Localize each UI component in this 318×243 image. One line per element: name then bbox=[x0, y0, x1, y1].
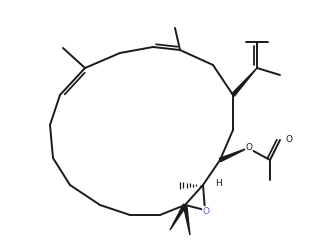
Text: H: H bbox=[215, 180, 222, 189]
Polygon shape bbox=[183, 205, 190, 235]
Polygon shape bbox=[232, 68, 257, 96]
Text: O: O bbox=[285, 136, 292, 145]
Polygon shape bbox=[219, 148, 248, 162]
Text: O: O bbox=[203, 207, 210, 216]
Polygon shape bbox=[170, 204, 186, 230]
Text: O: O bbox=[245, 144, 252, 153]
